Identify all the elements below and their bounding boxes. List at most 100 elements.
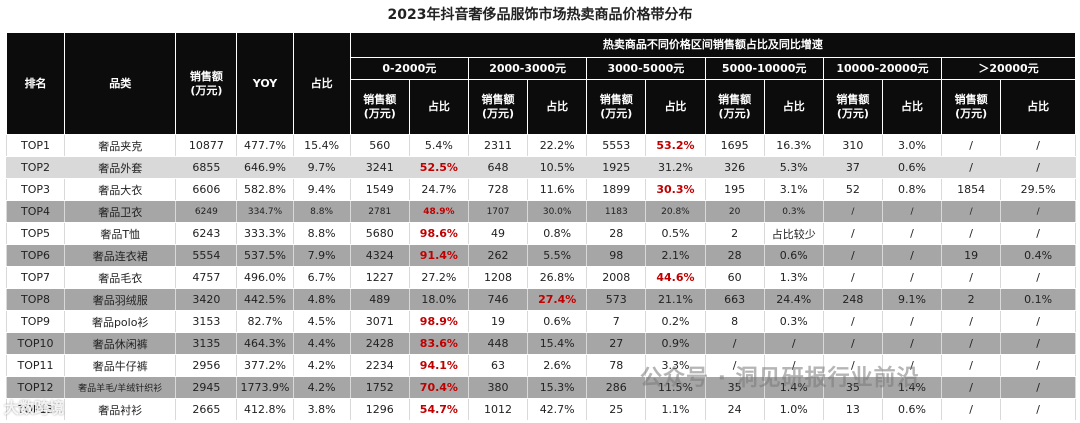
band-sales-cell: /	[822, 354, 883, 377]
band-sales-cell: 195	[704, 178, 765, 201]
band-share-cell: /	[881, 354, 943, 377]
band-sales-cell: 1695	[704, 134, 765, 157]
rank-cell: TOP12	[5, 376, 66, 399]
table-row: TOP8 奢品羽绒服 3420 442.5% 4.8% 489 18.0% 746 27.4% 5…	[5, 288, 1076, 311]
band-share-cell: 0.9%	[645, 332, 706, 355]
band-share-cell: 1.1%	[645, 398, 706, 421]
sales-cell: 10877	[175, 134, 238, 157]
band-sales-cell: 28	[586, 222, 647, 245]
band-sales-cell: 380	[467, 376, 529, 399]
sub-header-share: 占比	[408, 79, 469, 135]
band-share-cell: 10.5%	[527, 156, 588, 179]
band-share-cell: 2.6%	[527, 354, 588, 377]
share-cell: 7.9%	[292, 244, 351, 267]
band-share-cell: 24.4%	[763, 288, 824, 311]
band-sales-cell: 52	[822, 178, 883, 201]
band-sales-cell: 7	[586, 310, 647, 333]
band-share-cell: 0.6%	[881, 398, 943, 421]
band-share-cell: 21.1%	[645, 288, 706, 311]
sub-header-sales: 销售额 (万元)	[941, 79, 1002, 135]
sub-header-share: 占比	[645, 79, 706, 135]
band-sales-cell: 728	[467, 178, 529, 201]
band-share-cell: 1.3%	[763, 266, 824, 289]
table-row: TOP6 奢品连衣裙 5554 537.5% 7.9% 4324 91.4% 262 5.5% 9…	[5, 244, 1076, 267]
band-share-cell: 0.3%	[763, 200, 824, 223]
band-sales-cell: /	[941, 222, 1002, 245]
band-sales-cell: /	[941, 156, 1002, 179]
band-share-cell: 30.3%	[645, 178, 706, 201]
band-share-cell: 20.8%	[645, 200, 706, 223]
price-band-header: ＞20000元	[941, 57, 1076, 80]
header-rank: 排名	[5, 32, 66, 135]
header-sales: 销售额 (万元)	[175, 32, 238, 135]
band-sales-cell: /	[704, 332, 765, 355]
band-sales-cell: 13	[822, 398, 883, 421]
band-sales-cell: 489	[349, 288, 410, 311]
band-share-cell: 0.3%	[763, 310, 824, 333]
band-sales-cell: 1549	[349, 178, 410, 201]
band-sales-cell: 1925	[586, 156, 647, 179]
yoy-cell: 442.5%	[236, 288, 294, 311]
share-cell: 9.4%	[292, 178, 351, 201]
band-share-cell: 1.0%	[763, 398, 824, 421]
yoy-cell: 377.2%	[236, 354, 294, 377]
header-yoy: YOY	[236, 32, 294, 135]
band-sales-cell: /	[941, 354, 1002, 377]
band-share-cell: 31.2%	[645, 156, 706, 179]
yoy-cell: 333.3%	[236, 222, 294, 245]
band-share-cell: 3.3%	[645, 354, 706, 377]
band-share-cell: 2.1%	[645, 244, 706, 267]
band-sales-cell: 2	[704, 222, 765, 245]
band-sales-cell: /	[941, 332, 1002, 355]
rank-cell: TOP8	[5, 288, 66, 311]
band-share-cell: 0.6%	[881, 156, 943, 179]
sales-cell: 2945	[175, 376, 238, 399]
band-sales-cell: 1752	[349, 376, 410, 399]
table-row: TOP1 奢品夹克 10877 477.7% 15.4% 560 5.4% 2311 22.2%…	[5, 134, 1076, 157]
band-share-cell: 27.2%	[408, 266, 469, 289]
yoy-cell: 496.0%	[236, 266, 294, 289]
band-share-cell: /	[881, 310, 943, 333]
band-sales-cell: 3241	[349, 156, 410, 179]
yoy-cell: 82.7%	[236, 310, 294, 333]
brand-watermark: 大数跨境	[4, 399, 65, 417]
band-sales-cell: 20	[704, 200, 765, 223]
band-share-cell: 16.3%	[763, 134, 824, 157]
band-share-cell: /	[1000, 376, 1076, 399]
category-cell: 奢品外套	[64, 156, 177, 179]
chart-title: 2023年抖音奢侈品服饰市场热卖商品价格带分布	[387, 7, 693, 23]
band-sales-cell: 24	[704, 398, 765, 421]
header-group-title: 热卖商品不同价格区间销售额占比及同比增速	[349, 32, 1077, 58]
band-sales-cell: 63	[467, 354, 529, 377]
band-sales-cell: /	[822, 266, 883, 289]
price-band-header: 0-2000元	[349, 57, 469, 80]
share-cell: 4.5%	[292, 310, 351, 333]
band-sales-cell: 5553	[586, 134, 647, 157]
wechat-watermark: 公众号 · 洞见研报行业前沿	[640, 366, 920, 391]
category-cell: 奢品夹克	[64, 134, 177, 157]
sub-header-sales: 销售额 (万元)	[704, 79, 765, 135]
table-row: TOP13 奢品衬衫 2665 412.8% 3.8% 1296 54.7% 1012 42.7…	[5, 398, 1076, 421]
band-share-cell: /	[881, 244, 943, 267]
band-share-cell: /	[881, 222, 943, 245]
band-sales-cell: /	[822, 310, 883, 333]
band-sales-cell: 1227	[349, 266, 410, 289]
band-share-cell: 42.7%	[527, 398, 588, 421]
band-share-cell: /	[1000, 332, 1076, 355]
band-share-cell: 0.4%	[1000, 244, 1076, 267]
band-sales-cell: 2	[941, 288, 1002, 311]
band-share-cell: 3.1%	[763, 178, 824, 201]
band-share-cell: 15.3%	[527, 376, 588, 399]
band-sales-cell: 98	[586, 244, 647, 267]
band-sales-cell: 1012	[467, 398, 529, 421]
share-cell: 8.8%	[292, 222, 351, 245]
sub-header-share: 占比	[527, 79, 588, 135]
band-share-cell: 70.4%	[408, 376, 469, 399]
sales-cell: 4757	[175, 266, 238, 289]
band-sales-cell: 2234	[349, 354, 410, 377]
category-cell: 奢品连衣裙	[64, 244, 177, 267]
band-sales-cell: 60	[704, 266, 765, 289]
share-cell: 4.8%	[292, 288, 351, 311]
band-share-cell: 1.4%	[763, 376, 824, 399]
category-cell: 奢品休闲裤	[64, 332, 177, 355]
